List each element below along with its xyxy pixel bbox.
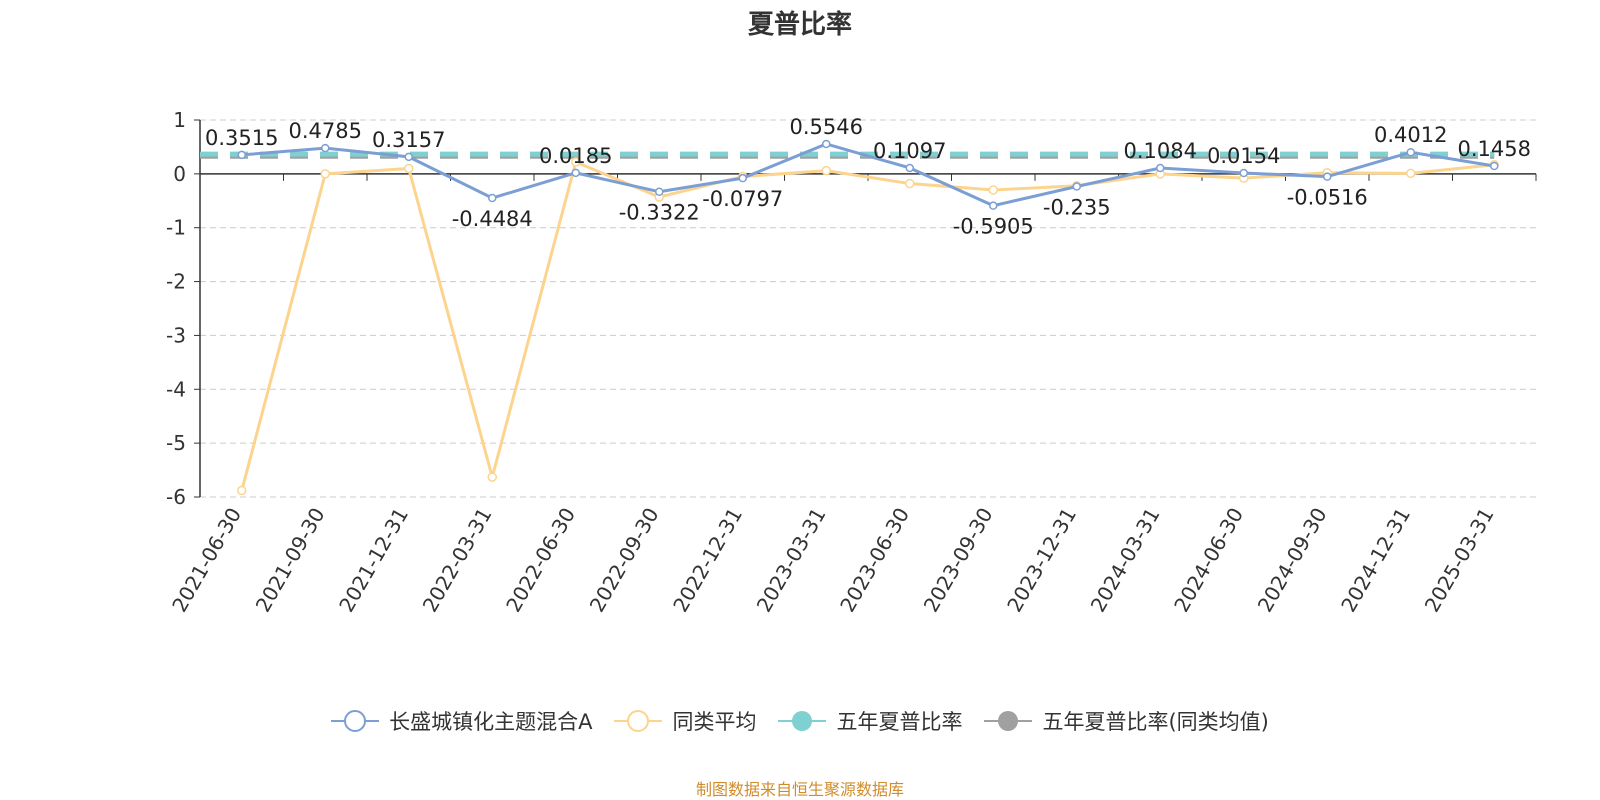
fund-point xyxy=(1490,161,1499,171)
fund-data-label: 0.1084 xyxy=(1124,139,1197,163)
fund-point xyxy=(321,143,330,153)
fund-point xyxy=(1156,163,1165,173)
chart-title: 夏普比率 xyxy=(747,10,852,40)
x-tick-label: 2022-03-31 xyxy=(418,504,497,617)
y-tick-label: 0 xyxy=(173,162,186,186)
fund-data-label: -0.3322 xyxy=(619,201,700,225)
data-source-note: 制图数据来自恒生聚源数据库 xyxy=(695,780,904,799)
x-tick-label: 2024-12-31 xyxy=(1336,504,1415,617)
x-tick-label: 2021-06-30 xyxy=(167,504,246,617)
fund-data-label: 0.3157 xyxy=(372,128,445,152)
fund-line xyxy=(241,142,1495,208)
fund-data-label: -0.0516 xyxy=(1287,186,1368,210)
legend-item-five-year-peer[interactable]: 五年夏普比率(同类均值) xyxy=(984,706,1269,736)
fund-data-label: -0.235 xyxy=(1043,196,1111,220)
fund-point xyxy=(905,163,914,173)
peer-average-point xyxy=(905,178,915,189)
legend-five-year-label: 五年夏普比率 xyxy=(836,710,963,734)
peer-average-point xyxy=(1406,168,1416,179)
fund-data-label: 0.3515 xyxy=(205,126,278,150)
fund-point xyxy=(488,193,497,203)
legend-five-year-peer-marker xyxy=(984,711,1033,731)
legend-peer-marker xyxy=(614,710,663,732)
y-tick-label: 1 xyxy=(173,108,186,132)
peer-average-point xyxy=(404,163,414,174)
fund-point xyxy=(738,173,747,183)
y-tick-label: -6 xyxy=(166,485,186,509)
x-tick-label: 2024-06-30 xyxy=(1169,504,1248,617)
x-tick-label: 2023-06-30 xyxy=(835,504,914,617)
legend-five-year-peer-label: 五年夏普比率(同类均值) xyxy=(1042,710,1269,734)
peer-average-point xyxy=(988,185,998,195)
y-tick-label: -3 xyxy=(166,323,186,347)
y-tick-label: -5 xyxy=(166,431,186,455)
fund-point xyxy=(822,139,831,149)
fund-data-label: 0.4785 xyxy=(289,119,362,143)
legend-item-five-year[interactable]: 五年夏普比率 xyxy=(778,706,962,736)
fund-point xyxy=(1323,172,1332,181)
peer-average-point xyxy=(487,472,497,482)
fund-data-label: -0.5905 xyxy=(953,215,1034,239)
fund-data-label: 0.5546 xyxy=(790,115,863,139)
x-tick-label: 2025-03-31 xyxy=(1420,504,1499,617)
y-tick-label: -4 xyxy=(166,377,186,401)
x-tick-label: 2021-09-30 xyxy=(251,504,330,617)
y-tick-label: -2 xyxy=(166,270,186,294)
legend-fund-marker xyxy=(331,710,380,732)
peer-average-point xyxy=(320,169,330,179)
x-tick-label: 2023-12-31 xyxy=(1002,504,1081,617)
x-tick-label: 2022-09-30 xyxy=(585,504,664,617)
peer-average-point xyxy=(237,485,247,496)
fund-data-label: 0.4012 xyxy=(1374,123,1447,147)
x-tick-label: 2021-12-31 xyxy=(334,504,413,617)
x-tick-label: 2024-03-31 xyxy=(1086,504,1165,617)
legend-fund-label: 长盛城镇化主题混合A xyxy=(389,710,593,734)
legend-five-year-marker xyxy=(778,711,827,731)
x-tick-label: 2023-03-31 xyxy=(752,504,831,617)
legend: 长盛城镇化主题混合A 同类平均 五年夏普比率 五年夏普比率(同类均值) xyxy=(0,706,1600,736)
fund-data-label: -0.0797 xyxy=(702,187,783,211)
fund-point xyxy=(1239,168,1248,178)
y-tick-label: -1 xyxy=(166,216,186,240)
fund-point xyxy=(1072,182,1081,191)
fund-point xyxy=(571,168,580,178)
x-tick-label: 2022-12-31 xyxy=(668,504,747,617)
fund-point xyxy=(1406,147,1415,157)
fund-data-label: 0.1458 xyxy=(1458,137,1531,161)
fund-data-label: 0.0154 xyxy=(1207,144,1280,168)
legend-item-peer-average[interactable]: 同类平均 xyxy=(614,706,756,736)
fund-point xyxy=(989,201,998,210)
x-tick-label: 2023-09-30 xyxy=(919,504,998,617)
fund-data-label: 0.1097 xyxy=(873,139,946,163)
peer-average-line xyxy=(240,159,1495,491)
fund-point xyxy=(237,150,246,160)
peer-average-point xyxy=(571,157,581,167)
peer-average-point xyxy=(821,165,831,176)
x-tick-label: 2022-06-30 xyxy=(501,504,580,617)
fund-data-label: 0.0185 xyxy=(539,144,612,168)
fund-point xyxy=(655,187,664,196)
legend-item-fund[interactable]: 长盛城镇化主题混合A xyxy=(331,706,592,736)
legend-peer-label: 同类平均 xyxy=(672,710,757,734)
fund-data-label: -0.4484 xyxy=(452,207,533,231)
x-tick-label: 2024-09-30 xyxy=(1253,504,1332,617)
fund-point xyxy=(404,152,413,162)
